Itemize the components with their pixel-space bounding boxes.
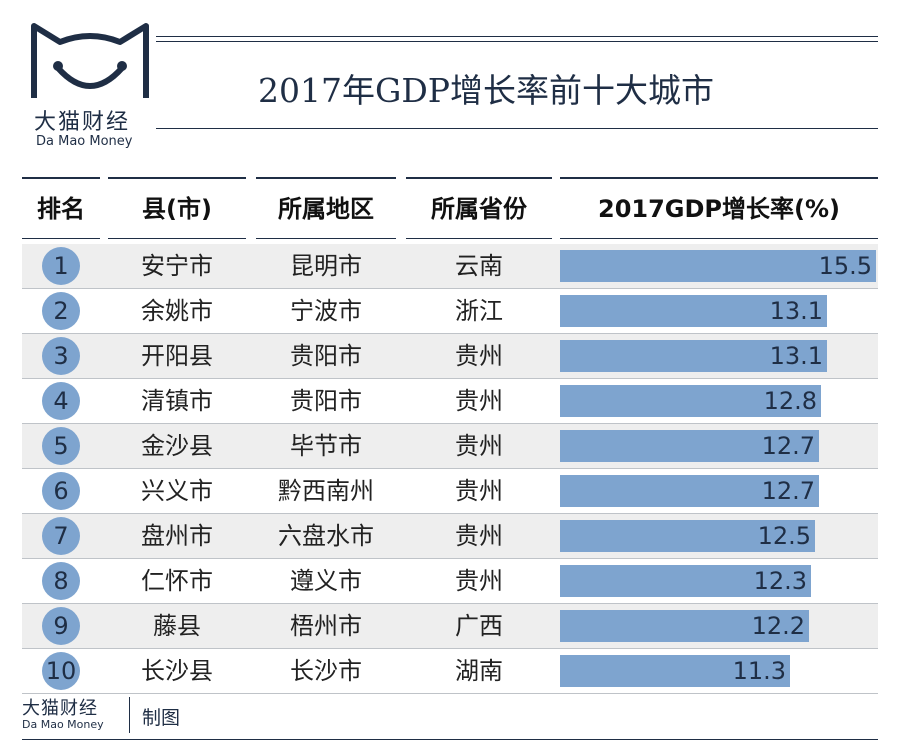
growth-bar: [560, 430, 819, 462]
column-header-county: 县(市): [142, 195, 212, 223]
logo-name-en: Da Mao Money: [36, 134, 133, 149]
row-divider: [22, 693, 878, 694]
growth-value-label: 12.7: [761, 432, 815, 460]
growth-bar: [560, 610, 809, 642]
bottom-rule: [22, 739, 878, 740]
growth-bar: [560, 340, 827, 372]
header-rule-region: [256, 177, 396, 179]
province-cell: 云南: [455, 252, 503, 280]
county-cell: 余姚市: [141, 297, 213, 325]
growth-bar: [560, 565, 811, 597]
header-rule-rank: [22, 177, 100, 179]
brand-logo: 大猫财经 Da Mao Money: [14, 20, 164, 150]
province-cell: 贵州: [455, 522, 503, 550]
growth-value-label: 13.1: [769, 297, 823, 325]
growth-value-label: 15.5: [818, 252, 872, 280]
header-underline-province: [406, 238, 552, 239]
province-cell: 贵州: [455, 342, 503, 370]
growth-bar: [560, 385, 821, 417]
row-divider: [22, 378, 878, 379]
cat-face-icon: [31, 23, 149, 98]
county-cell: 藤县: [153, 612, 201, 640]
county-cell: 兴义市: [141, 477, 213, 505]
header-rule-province: [406, 177, 552, 179]
region-cell: 毕节市: [290, 432, 362, 460]
growth-value-label: 13.1: [769, 342, 823, 370]
county-cell: 金沙县: [141, 432, 213, 460]
province-cell: 贵州: [455, 387, 503, 415]
row-divider: [22, 558, 878, 559]
province-cell: 贵州: [455, 477, 503, 505]
rank-badge: 8: [42, 562, 80, 600]
rank-badge: 5: [42, 427, 80, 465]
chart-title: 2017年GDP增长率前十大城市: [258, 71, 715, 110]
title-top-rule-2: [156, 41, 878, 42]
column-header-region: 所属地区: [278, 195, 374, 223]
region-cell: 黔西南州: [278, 477, 374, 505]
footer-made-by: 制图: [142, 707, 181, 729]
rank-badge: 4: [42, 382, 80, 420]
growth-bar: [560, 475, 819, 507]
province-cell: 贵州: [455, 567, 503, 595]
province-cell: 浙江: [455, 297, 503, 325]
region-cell: 贵阳市: [290, 387, 362, 415]
header-underline-county: [108, 238, 246, 239]
footer-brand-cn: 大猫财经: [22, 698, 98, 719]
county-cell: 长沙县: [141, 657, 213, 685]
rank-badge: 6: [42, 472, 80, 510]
region-cell: 昆明市: [290, 252, 362, 280]
region-cell: 宁波市: [290, 297, 362, 325]
county-cell: 盘州市: [141, 522, 213, 550]
row-divider: [22, 468, 878, 469]
county-cell: 清镇市: [141, 387, 213, 415]
county-cell: 仁怀市: [141, 567, 213, 595]
growth-value-label: 12.5: [757, 522, 811, 550]
header-underline-region: [256, 238, 396, 239]
row-divider: [22, 603, 878, 604]
title-top-rule: [156, 36, 878, 37]
row-divider: [22, 333, 878, 334]
column-header-rank: 排名: [37, 195, 85, 223]
province-cell: 湖南: [455, 657, 503, 685]
column-header-province: 所属省份: [431, 195, 527, 223]
rank-badge: 2: [42, 292, 80, 330]
footer-separator: [129, 697, 130, 733]
row-divider: [22, 423, 878, 424]
region-cell: 梧州市: [290, 612, 362, 640]
province-cell: 广西: [455, 612, 503, 640]
growth-value-label: 12.3: [753, 567, 807, 595]
header-underline-growth: [560, 238, 878, 239]
region-cell: 六盘水市: [278, 522, 374, 550]
growth-bar: [560, 655, 790, 687]
growth-bar: [560, 295, 827, 327]
logo-name-cn: 大猫财经: [34, 110, 131, 135]
row-divider: [22, 513, 878, 514]
growth-bar: [560, 520, 815, 552]
rank-badge: 7: [42, 517, 80, 555]
growth-value-label: 11.3: [732, 657, 786, 685]
growth-value-label: 12.2: [751, 612, 805, 640]
county-cell: 开阳县: [141, 342, 213, 370]
column-header-growth: 2017GDP增长率(%): [598, 195, 840, 223]
growth-value-label: 12.8: [763, 387, 817, 415]
province-cell: 贵州: [455, 432, 503, 460]
header-underline-rank: [22, 238, 100, 239]
county-cell: 安宁市: [141, 252, 213, 280]
region-cell: 遵义市: [290, 567, 362, 595]
region-cell: 长沙市: [290, 657, 362, 685]
header-rule-county: [108, 177, 246, 179]
rank-badge: 3: [42, 337, 80, 375]
row-divider: [22, 648, 878, 649]
footer-brand-en: Da Mao Money: [22, 718, 104, 731]
region-cell: 贵阳市: [290, 342, 362, 370]
header-rule-growth: [560, 177, 878, 179]
title-bottom-rule: [156, 128, 878, 129]
row-divider: [22, 288, 878, 289]
growth-bar: [560, 250, 876, 282]
rank-badge: 9: [42, 607, 80, 645]
rank-badge: 1: [42, 247, 80, 285]
rank-badge: 10: [42, 652, 80, 690]
growth-value-label: 12.7: [761, 477, 815, 505]
